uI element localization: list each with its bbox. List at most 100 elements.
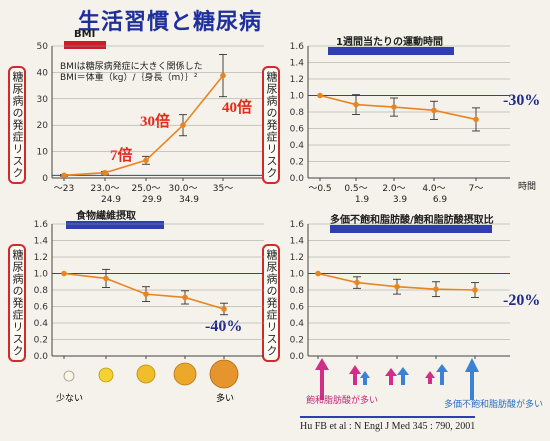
x-tick-label-2: 1.9 (355, 195, 370, 205)
exercise-header: 1週間当たりの運動時間 (336, 37, 443, 48)
fatty-header: 多価不飽和脂肪酸/飽和脂肪酸摂取比 (330, 215, 494, 226)
data-point (143, 291, 149, 297)
y-axis-label-fiber: 糖尿病の発症リスク (8, 244, 26, 362)
x-tick-label-2: 6.9 (433, 195, 448, 205)
bmi-header: BMI (74, 29, 96, 40)
y-tick-label: 1.6 (34, 220, 49, 230)
x-tick-label: 35〜 (213, 184, 233, 194)
multiplier-7: 7倍 (110, 148, 133, 164)
y-tick-label: 30 (37, 95, 49, 105)
data-point (391, 104, 397, 110)
x-tick-label: 2.0〜 (382, 184, 405, 194)
y-tick-label: 50 (37, 42, 49, 52)
fatty-change: -20% (503, 292, 541, 309)
y-tick-label: 1.2 (290, 253, 304, 263)
y-tick-label: 0.8 (290, 286, 305, 296)
x-tick-label: 〜0.5 (308, 184, 331, 194)
x-tick-label-2: 29.9 (142, 195, 162, 205)
data-point (353, 101, 359, 108)
x-tick-label: 23.0〜 (90, 184, 119, 194)
y-tick-label: 0.6 (290, 125, 305, 135)
legend-saturated: 飽和脂肪酸が多い (306, 396, 379, 406)
data-point (315, 270, 321, 277)
y-axis-label-exercise: 糖尿病の発症リスク (262, 66, 280, 184)
exercise-header-bar (328, 47, 454, 55)
fiber-dot-4 (173, 362, 197, 386)
y-tick-label: 0.8 (34, 286, 49, 296)
sat-arrow-1 (315, 358, 329, 400)
fiber-change: -40% (205, 318, 243, 335)
x-tick-label: 30.0〜 (168, 184, 197, 194)
y-tick-label: 0.8 (290, 108, 305, 118)
exercise-x-unit: 時間 (518, 182, 537, 192)
y-tick-label: 0 (42, 174, 48, 184)
y-tick-label: 0.4 (290, 141, 305, 151)
data-point (433, 286, 439, 292)
sat-arrow-2 (349, 365, 361, 385)
y-tick-label: 0.0 (290, 174, 305, 184)
x-tick-label: 25.0〜 (131, 184, 160, 194)
y-tick-label: 0.6 (34, 303, 49, 313)
y-tick-label: 1.0 (290, 270, 305, 280)
poly-arrow-4 (465, 358, 479, 400)
bmi-note-1: BMIは糖尿病発症に大きく関係した (60, 62, 203, 72)
y-tick-label: 0.2 (290, 336, 304, 346)
sat-arrow-3 (385, 368, 397, 385)
y-tick-label: 1.0 (290, 92, 305, 102)
data-point (354, 279, 360, 286)
fiber-dot-1 (63, 370, 75, 382)
fiber-legend-low: 少ない (56, 394, 84, 404)
y-tick-label: 40 (37, 68, 49, 78)
y-tick-label: 1.6 (290, 42, 305, 52)
y-tick-label: 0.2 (290, 158, 304, 168)
x-tick-label: 〜23 (54, 184, 74, 194)
x-tick-label-2: 3.9 (393, 195, 408, 205)
x-tick-label: 0.5〜 (344, 184, 367, 194)
y-axis-label-bmi: 糖尿病の発症リスク (8, 66, 26, 184)
y-tick-label: 1.2 (290, 75, 304, 85)
data-point (143, 157, 149, 164)
data-point (61, 270, 67, 277)
exercise-change: -30% (503, 92, 541, 109)
fiber-dot-2 (98, 367, 114, 383)
x-tick-label-2: 24.9 (101, 195, 121, 205)
fiber-header: 食物繊維摂取 (76, 211, 136, 222)
poly-arrow-2 (397, 367, 409, 385)
fiber-header-bar (66, 221, 164, 229)
y-tick-label: 1.4 (34, 237, 49, 247)
data-point (473, 116, 479, 123)
data-point (221, 306, 227, 312)
y-tick-label: 1.4 (290, 237, 305, 247)
sat-arrow-4 (425, 371, 435, 384)
fatty-header-bar (330, 225, 492, 233)
data-point (182, 294, 188, 301)
y-tick-label: 1.4 (290, 59, 305, 69)
data-point (61, 172, 67, 179)
y-tick-label: 1.2 (34, 253, 48, 263)
data-point (317, 92, 323, 99)
fiber-dot-5 (209, 359, 239, 389)
legend-polyunsaturated: 多価不飽和脂肪酸が多い (444, 400, 544, 410)
y-tick-label: 10 (37, 148, 49, 158)
multiplier-40: 40倍 (222, 100, 253, 116)
data-point (394, 283, 400, 290)
x-tick-label-2: 34.9 (179, 195, 199, 205)
data-point (103, 275, 109, 282)
y-tick-label: 20 (37, 121, 49, 131)
x-tick-label: 4.0〜 (422, 184, 445, 194)
y-tick-label: 0.0 (290, 352, 305, 362)
y-axis-label-fatty: 糖尿病の発症リスク (262, 244, 280, 362)
multiplier-30: 30倍 (140, 114, 171, 130)
page-title: 生活習慣と糖尿病 (78, 10, 263, 35)
poly-arrow-1 (360, 371, 370, 385)
y-tick-label: 0.2 (34, 336, 48, 346)
data-point (472, 287, 478, 293)
fiber-dot-3 (136, 364, 156, 384)
poly-arrow-3 (436, 364, 448, 385)
y-tick-label: 0.4 (34, 319, 49, 329)
y-tick-label: 0.4 (290, 319, 305, 329)
